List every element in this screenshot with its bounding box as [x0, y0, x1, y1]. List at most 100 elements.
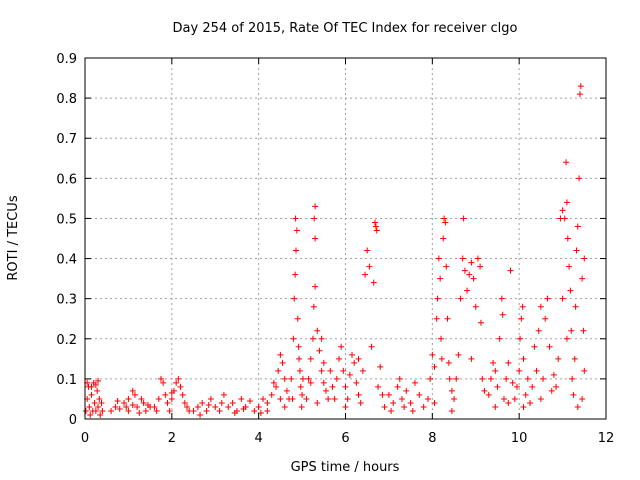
- data-point: [529, 383, 536, 390]
- data-point: [238, 395, 245, 402]
- data-point: [162, 391, 169, 398]
- data-point: [440, 235, 447, 242]
- data-point: [372, 223, 379, 230]
- data-point: [205, 401, 212, 408]
- data-point: [184, 403, 191, 410]
- data-point: [396, 375, 403, 382]
- data-point: [151, 403, 158, 410]
- data-point: [524, 375, 531, 382]
- y-tick-label: 0.7: [56, 132, 77, 147]
- y-axis-ticks: 0 0.1 0.2 0.3 0.4 0.5 0.6 0.7 0.8 0.9: [56, 52, 606, 428]
- data-point: [492, 367, 499, 374]
- data-point: [125, 407, 132, 414]
- data-point: [303, 395, 310, 402]
- data-point: [318, 367, 325, 374]
- data-point: [485, 391, 492, 398]
- data-point: [199, 399, 206, 406]
- data-point: [507, 267, 514, 274]
- data-point: [490, 359, 497, 366]
- data-point: [576, 175, 583, 182]
- data-point: [231, 409, 238, 416]
- data-point: [516, 367, 523, 374]
- y-tick-label: 0.8: [56, 92, 77, 107]
- data-point: [298, 403, 305, 410]
- data-point: [513, 383, 520, 390]
- data-point: [296, 367, 303, 374]
- data-point: [466, 271, 473, 278]
- y-axis-label: ROTI / TECUs: [6, 195, 21, 280]
- data-point: [381, 403, 388, 410]
- data-point: [375, 383, 382, 390]
- data-point: [92, 407, 99, 414]
- data-point: [470, 275, 477, 282]
- chart-title: Day 254 of 2015, Rate Of TEC Index for r…: [173, 21, 518, 36]
- data-point: [164, 399, 171, 406]
- data-point: [370, 279, 377, 286]
- data-point: [279, 359, 286, 366]
- data-point: [509, 379, 516, 386]
- data-point: [142, 407, 149, 414]
- data-point: [220, 391, 227, 398]
- data-point: [553, 383, 560, 390]
- y-tick-label: 0.2: [56, 333, 77, 348]
- data-point: [292, 215, 299, 222]
- data-point: [116, 405, 123, 412]
- data-point: [559, 295, 566, 302]
- x-axis-ticks: 0 2 4 6 8 10 12: [81, 58, 614, 446]
- data-point: [160, 379, 167, 386]
- data-point: [96, 395, 103, 402]
- data-point: [123, 403, 130, 410]
- data-point: [320, 359, 327, 366]
- data-point: [522, 391, 529, 398]
- data-point: [197, 411, 204, 418]
- data-point: [537, 395, 544, 402]
- data-point: [212, 403, 219, 410]
- data-point: [157, 375, 164, 382]
- data-point: [364, 247, 371, 254]
- data-point: [320, 379, 327, 386]
- data-point: [429, 351, 436, 358]
- data-point: [318, 335, 325, 342]
- data-point: [520, 403, 527, 410]
- data-point: [246, 397, 253, 404]
- data-point: [112, 403, 119, 410]
- y-tick-label: 0.4: [56, 253, 77, 268]
- data-point: [477, 319, 484, 326]
- data-point: [281, 375, 288, 382]
- data-point: [420, 403, 427, 410]
- data-point: [372, 219, 379, 226]
- grid-lines: [85, 58, 606, 419]
- data-point: [87, 411, 94, 418]
- data-point: [129, 401, 136, 408]
- data-point: [88, 391, 95, 398]
- data-point: [153, 407, 160, 414]
- data-point: [98, 399, 105, 406]
- data-point: [503, 375, 510, 382]
- data-point: [492, 403, 499, 410]
- data-point: [257, 409, 264, 416]
- data-point: [307, 355, 314, 362]
- data-point: [496, 335, 503, 342]
- data-point: [292, 271, 299, 278]
- data-point: [459, 255, 466, 262]
- data-point: [314, 399, 321, 406]
- y-tick-label: 0.9: [56, 52, 77, 67]
- data-point: [366, 263, 373, 270]
- data-point: [229, 399, 236, 406]
- data-point: [136, 409, 143, 416]
- data-point: [307, 379, 314, 386]
- data-point: [431, 399, 438, 406]
- data-point: [500, 395, 507, 402]
- data-point: [216, 407, 223, 414]
- data-point: [316, 347, 323, 354]
- data-point: [181, 399, 188, 406]
- data-point: [460, 215, 467, 222]
- data-point: [401, 403, 408, 410]
- data-point: [555, 355, 562, 362]
- data-point: [416, 391, 423, 398]
- data-point: [505, 399, 512, 406]
- data-point: [379, 391, 386, 398]
- data-point: [518, 315, 525, 322]
- data-point: [251, 407, 258, 414]
